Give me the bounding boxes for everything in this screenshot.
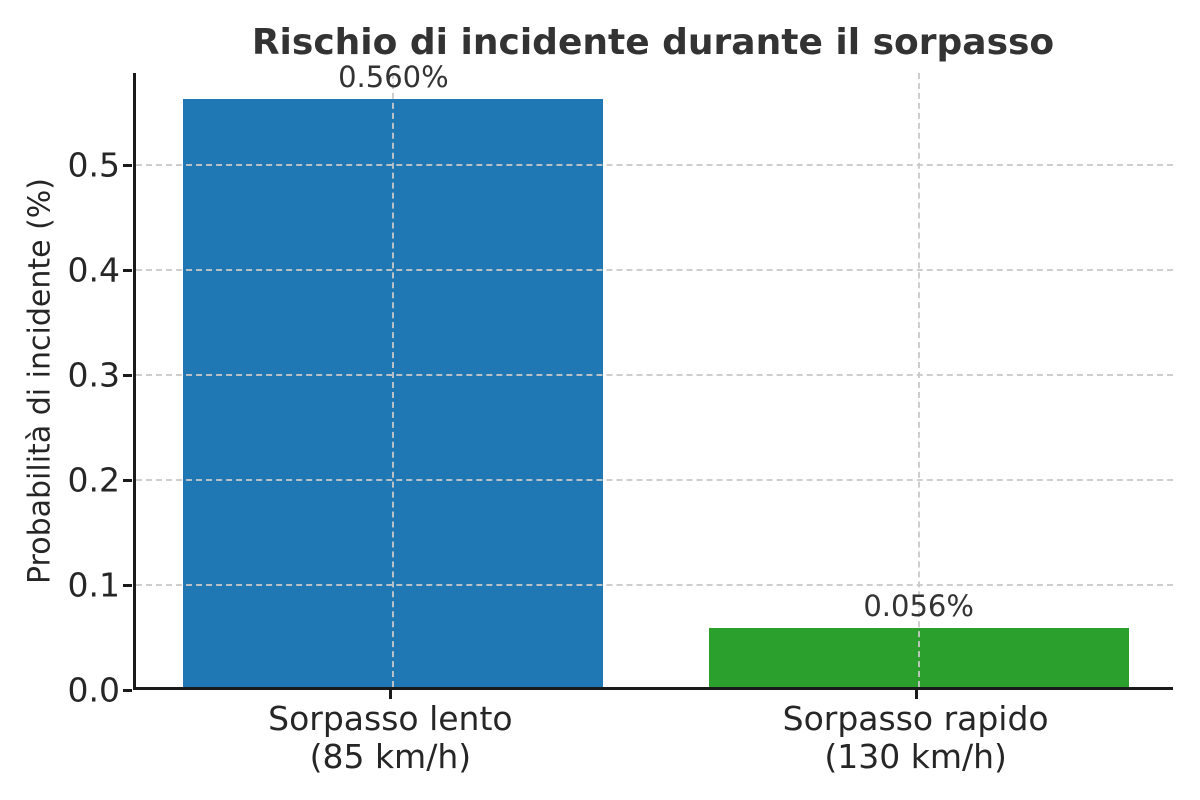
bar-value-label: 0.056%	[863, 589, 974, 624]
y-tick-label: 0.0	[67, 670, 120, 710]
x-gridline	[917, 73, 920, 687]
y-tick-mark	[123, 479, 132, 483]
y-tick-mark	[123, 584, 132, 588]
y-gridline	[136, 584, 1173, 587]
y-tick-label: 0.2	[67, 460, 120, 500]
y-tick-mark	[123, 269, 132, 273]
x-tick-mark	[389, 690, 393, 699]
y-tick-label: 0.1	[67, 565, 120, 605]
y-tick-label: 0.5	[67, 145, 120, 185]
x-tick-label: Sorpasso lento (85 km/h)	[268, 699, 513, 776]
y-gridline	[136, 479, 1173, 482]
y-tick-mark	[123, 374, 132, 378]
bar-value-label: 0.560%	[338, 60, 449, 95]
y-gridline	[136, 164, 1173, 167]
y-tick-mark	[123, 164, 132, 168]
x-gridline	[392, 73, 395, 687]
x-tick-mark	[914, 690, 918, 699]
y-tick-label: 0.4	[67, 250, 120, 290]
x-tick-label: Sorpasso rapido (130 km/h)	[782, 699, 1049, 776]
y-gridline	[136, 374, 1173, 377]
chart-title: Rischio di incidente durante il sorpasso	[251, 22, 1055, 63]
y-gridline	[136, 269, 1173, 272]
y-tick-mark	[123, 689, 132, 692]
plot-area: 0.560% 0.056%	[133, 62, 1173, 690]
y-tick-label: 0.3	[67, 355, 120, 395]
